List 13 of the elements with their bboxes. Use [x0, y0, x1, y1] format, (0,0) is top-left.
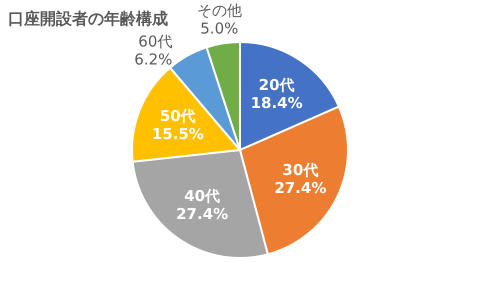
data-label: 27.4%: [274, 179, 326, 198]
slice-label: 60代: [138, 32, 172, 50]
data-label: 6.2%: [134, 50, 172, 68]
slice-label: その他: [196, 2, 242, 20]
data-label: 15.5%: [152, 125, 204, 144]
data-label: 5.0%: [200, 20, 238, 38]
slice-label: 20代: [258, 76, 295, 94]
slice-label: 30代: [282, 161, 318, 180]
chart-title: 口座開設者の年齢構成: [8, 9, 168, 28]
data-label: 27.4%: [176, 205, 228, 224]
slice-label: 50代: [160, 107, 196, 126]
data-label: 18.4%: [250, 94, 303, 112]
slice-label: 40代: [184, 187, 220, 206]
